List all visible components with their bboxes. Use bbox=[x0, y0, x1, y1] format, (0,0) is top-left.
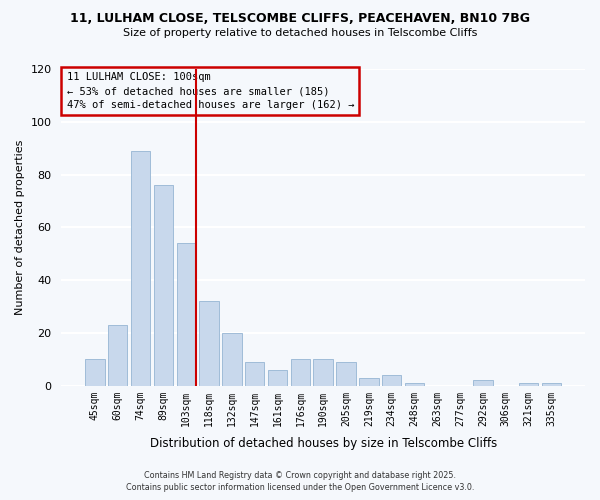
Bar bbox=[519, 383, 538, 386]
Bar bbox=[473, 380, 493, 386]
X-axis label: Distribution of detached houses by size in Telscombe Cliffs: Distribution of detached houses by size … bbox=[149, 437, 497, 450]
Bar bbox=[85, 360, 104, 386]
Bar bbox=[405, 383, 424, 386]
Bar bbox=[108, 325, 127, 386]
Bar bbox=[131, 151, 150, 386]
Text: Contains HM Land Registry data © Crown copyright and database right 2025.
Contai: Contains HM Land Registry data © Crown c… bbox=[126, 471, 474, 492]
Bar bbox=[382, 375, 401, 386]
Bar bbox=[176, 243, 196, 386]
Y-axis label: Number of detached properties: Number of detached properties bbox=[15, 140, 25, 315]
Text: 11, LULHAM CLOSE, TELSCOMBE CLIFFS, PEACEHAVEN, BN10 7BG: 11, LULHAM CLOSE, TELSCOMBE CLIFFS, PEAC… bbox=[70, 12, 530, 26]
Bar bbox=[199, 302, 219, 386]
Bar bbox=[542, 383, 561, 386]
Bar bbox=[337, 362, 356, 386]
Bar bbox=[290, 360, 310, 386]
Bar bbox=[222, 333, 242, 386]
Bar bbox=[245, 362, 265, 386]
Bar bbox=[359, 378, 379, 386]
Text: 11 LULHAM CLOSE: 100sqm
← 53% of detached houses are smaller (185)
47% of semi-d: 11 LULHAM CLOSE: 100sqm ← 53% of detache… bbox=[67, 72, 354, 110]
Bar bbox=[268, 370, 287, 386]
Bar bbox=[313, 360, 333, 386]
Bar bbox=[154, 185, 173, 386]
Text: Size of property relative to detached houses in Telscombe Cliffs: Size of property relative to detached ho… bbox=[123, 28, 477, 38]
